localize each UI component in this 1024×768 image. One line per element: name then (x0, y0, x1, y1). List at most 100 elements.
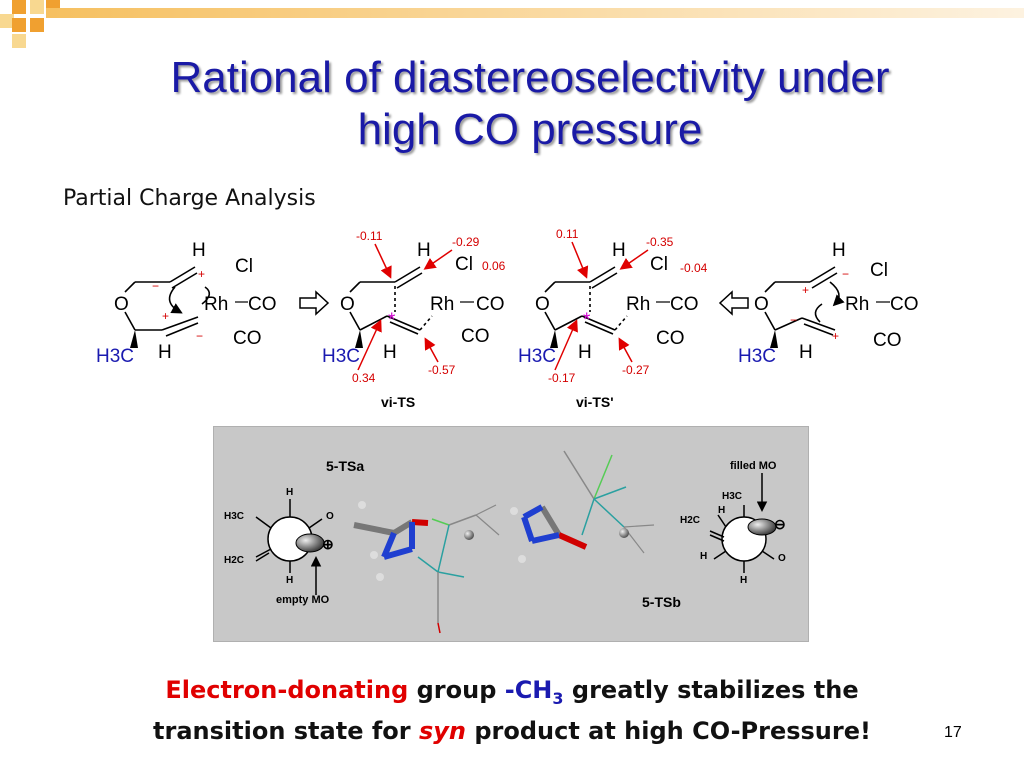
s4-cl: Cl (870, 260, 888, 281)
s2-h3c: H3C (322, 346, 360, 367)
s4-o: O (754, 294, 769, 315)
structure-4: H Cl Rh CO CO O H3C H − + − + (738, 240, 919, 367)
molecule-3d-left (353, 501, 500, 634)
s4-h-top: H (832, 240, 846, 261)
s1-plus-2: + (162, 309, 169, 323)
molecule-3d-right (510, 450, 655, 563)
reaction-arrow-right (299, 290, 330, 316)
s4-h-bottom: H (799, 342, 813, 363)
conclusion-ch3: -CH3 (504, 676, 564, 708)
s2-co2: CO (461, 326, 490, 347)
newman-right-h-left: H (700, 551, 707, 562)
newman-right-h-bottom: H (740, 575, 747, 586)
s2-cl: Cl (455, 254, 473, 275)
title-line-2: high CO pressure (357, 105, 703, 154)
s2-charge-1: -0.11 (356, 229, 383, 243)
conclusion-line-2: transition state for syn product at high… (40, 715, 984, 748)
s4-co2: CO (873, 330, 902, 351)
newman-left-h3c: H3C (224, 511, 244, 522)
s1-o: O (114, 294, 129, 315)
s3-co1: CO (670, 294, 699, 315)
s3-co2: CO (656, 328, 685, 349)
transition-state-illustration: 5-TSa 5-TSb empty MO filled MO H H3C O H… (224, 450, 786, 634)
conclusion-electron-donating: Electron-donating (165, 676, 409, 704)
newman-right-h-top: H (718, 505, 725, 516)
s2-charge-3: 0.06 (482, 259, 506, 273)
conclusion-product: product at high CO-Pressure! (465, 716, 871, 745)
s2-rh: Rh (430, 294, 454, 315)
page-number: 17 (944, 724, 962, 741)
label-filled-mo: filled MO (730, 460, 777, 472)
s3-h3c: H3C (518, 346, 556, 367)
conclusion-ch3-text: -CH (504, 676, 553, 704)
newman-left-sign: ⊕ (322, 536, 334, 552)
newman-left-h-bottom: H (286, 575, 293, 586)
s3-label: vi-TS' (576, 394, 614, 410)
s3-charge-5: -0.27 (622, 363, 650, 377)
transition-state-figure: 5-TSa 5-TSb empty MO filled MO H H3C O H… (213, 426, 809, 642)
s3-h-bottom: H (578, 342, 592, 363)
s4-co1: CO (890, 294, 919, 315)
s3-charge-3: -0.04 (680, 261, 708, 275)
conclusion-syn: syn (418, 716, 466, 745)
label-5-tsb: 5-TSb (642, 594, 681, 610)
reaction-scheme: H Cl Rh CO CO O H3C H + − + − H C (96, 227, 919, 410)
conclusion-line-1: Electron-donating group -CH3 greatly sta… (40, 674, 984, 715)
s4-plus-2: + (832, 329, 839, 343)
conclusion-stabilizes: greatly stabilizes the (563, 676, 859, 704)
s1-minus-1: − (152, 279, 159, 293)
newman-right-h3c: H3C (722, 491, 742, 502)
subtitle: Partial Charge Analysis (63, 186, 316, 211)
s4-rh: Rh (845, 294, 869, 315)
s3-rh: Rh (626, 294, 650, 315)
newman-left-h-top: H (286, 487, 293, 498)
s1-cl: Cl (235, 256, 253, 277)
s2-star: * (388, 310, 396, 331)
s2-label: vi-TS (381, 394, 415, 410)
s3-h-top: H (612, 240, 626, 261)
conclusion-transition-state: transition state for (153, 716, 419, 745)
structure-2: H Cl Rh CO CO O H3C H * -0.11 -0.29 0.06… (322, 229, 506, 410)
s2-charge-5: -0.57 (428, 363, 456, 377)
newman-right: H3C H H2C H O H ⊖ (680, 473, 786, 586)
slide-title: Rational of diastereoselectivity under h… (60, 52, 1000, 156)
structure-3: H Cl Rh CO CO O H3C H * 0.11 -0.35 -0.04… (518, 227, 708, 410)
s4-minus-2: − (790, 313, 797, 327)
s2-h-bottom: H (383, 342, 397, 363)
s4-h3c: H3C (738, 346, 776, 367)
s3-cl: Cl (650, 254, 668, 275)
s1-h-top: H (192, 240, 206, 261)
s1-rh: Rh (204, 294, 228, 315)
newman-right-o: O (778, 553, 786, 564)
s2-charge-2: -0.29 (452, 235, 480, 249)
s3-charge-4: -0.17 (548, 371, 576, 385)
structure-1: H Cl Rh CO CO O H3C H + − + − (96, 240, 277, 367)
conclusion-text: Electron-donating group -CH3 greatly sta… (40, 674, 984, 748)
s1-h3c: H3C (96, 346, 134, 367)
label-empty-mo: empty MO (276, 594, 330, 606)
newman-left-h2c: H2C (224, 555, 244, 566)
s3-charge-1: 0.11 (556, 227, 579, 241)
s2-co1: CO (476, 294, 505, 315)
s4-minus-1: − (842, 267, 849, 281)
label-5-tsa: 5-TSa (326, 458, 364, 474)
s2-h-top: H (417, 240, 431, 261)
s3-charge-2: -0.35 (646, 235, 674, 249)
newman-right-sign: ⊖ (774, 516, 786, 532)
newman-right-h2c: H2C (680, 515, 700, 526)
conclusion-ch3-sub: 3 (552, 688, 564, 708)
newman-left: H H3C O H2C H ⊕ (224, 487, 334, 595)
s1-minus-2: − (196, 329, 203, 343)
title-line-1: Rational of diastereoselectivity under (170, 53, 890, 102)
s2-charge-4: 0.34 (352, 371, 376, 385)
corner-decoration (0, 0, 1024, 50)
s4-plus-1: + (802, 283, 809, 297)
reaction-arrow-left (718, 290, 749, 316)
s2-o: O (340, 294, 355, 315)
s1-co2: CO (233, 328, 262, 349)
s1-plus-1: + (198, 267, 205, 281)
s1-co1: CO (248, 294, 277, 315)
s1-h-bottom: H (158, 342, 172, 363)
s3-o: O (535, 294, 550, 315)
s3-star: * (583, 310, 591, 331)
